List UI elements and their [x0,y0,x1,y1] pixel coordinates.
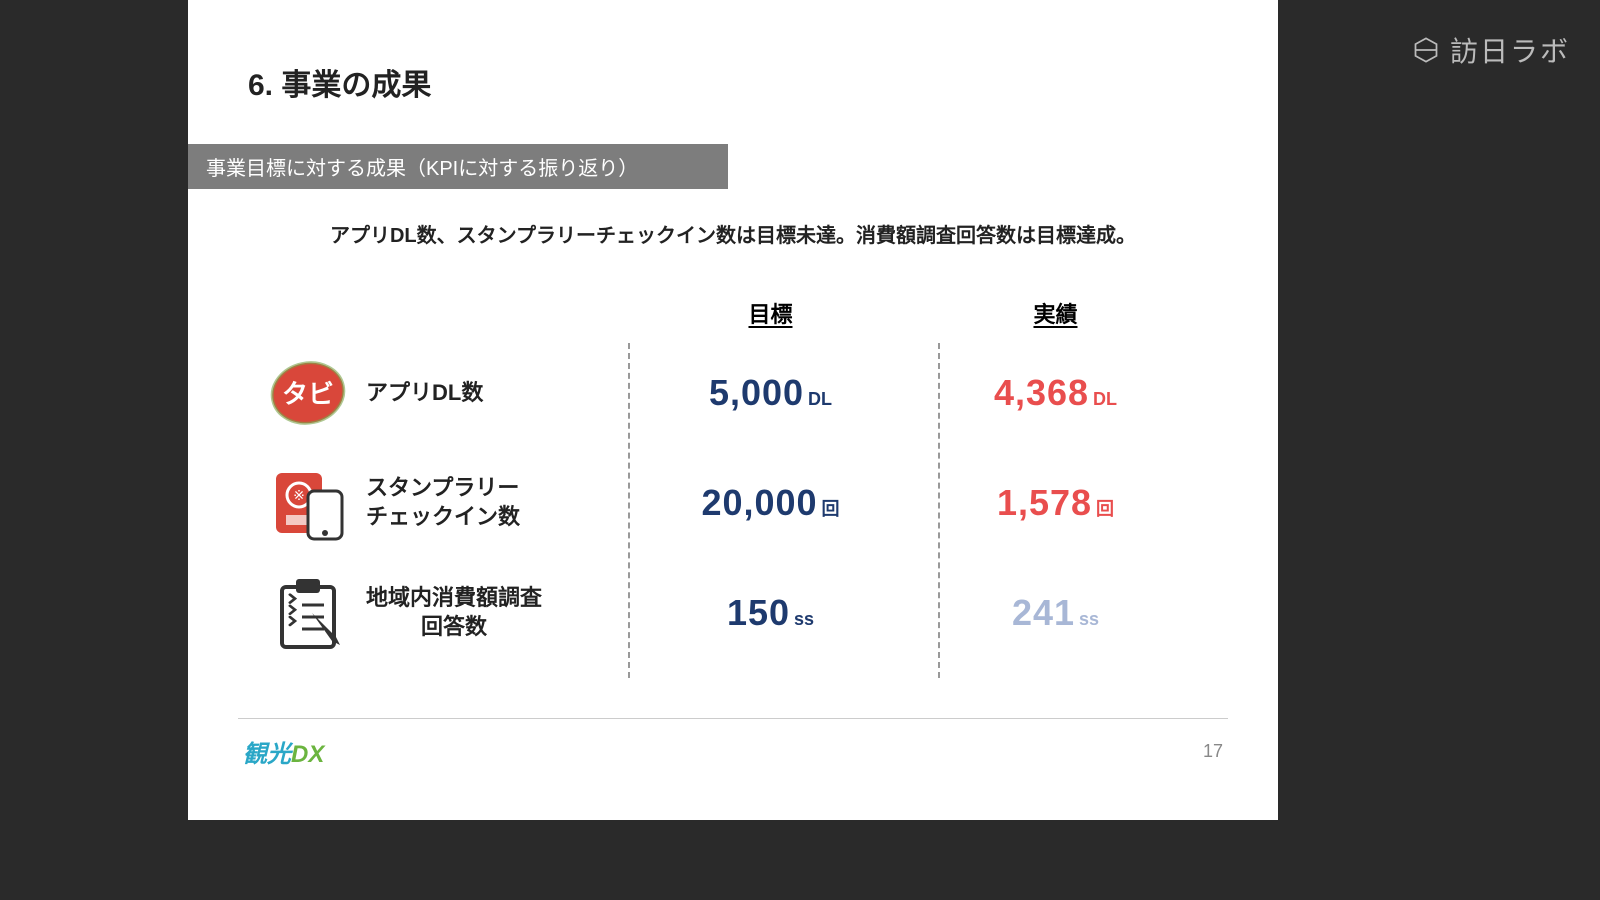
clipboard-icon [268,573,348,653]
kpi-table: 目標 実績 タビ アプリDL数 5,000DL 4,368DL [268,288,1198,668]
actual-value-0: 4,368 [994,372,1089,413]
actual-unit-1: 回 [1096,499,1114,519]
target-value-0: 5,000 [709,372,804,413]
footer: 観光DX 17 [238,719,1228,769]
target-value-2: 150 [727,592,790,633]
watermark: 訪日ラボ [1412,30,1570,70]
slide-title: 6. 事業の成果 [248,60,1228,104]
target-unit-2: ss [794,609,814,629]
logo-kanji: 観光 [243,741,291,768]
actual-cell-0: 4,368DL [913,372,1198,414]
divider-2 [938,343,940,678]
logo-dx: DX [291,741,324,768]
subtitle-bar: 事業目標に対する成果（KPIに対する振り返り） [188,144,728,189]
header-target: 目標 [628,297,913,329]
divider-1 [628,343,630,678]
slide-container: 6. 事業の成果 事業目標に対する成果（KPIに対する振り返り） アプリDL数、… [188,0,1278,820]
app-logo-icon: タビ [268,353,348,433]
target-unit-0: DL [808,389,832,409]
target-cell-0: 5,000DL [628,372,913,414]
svg-text:※: ※ [293,487,305,503]
actual-value-2: 241 [1012,592,1075,633]
target-cell-1: 20,000回 [628,482,913,524]
page-number: 17 [1203,741,1223,762]
header-actual: 実績 [913,297,1198,329]
row-label-text-1: スタンプラリー チェックイン数 [366,474,520,531]
actual-value-1: 1,578 [997,482,1092,523]
stamp-rally-icon: ※ [268,463,348,543]
row-label-2: 地域内消費額調査 回答数 [268,573,628,653]
actual-cell-2: 241ss [913,592,1198,634]
actual-unit-0: DL [1093,389,1117,409]
hexagon-icon [1412,36,1440,64]
row-label-1: ※ スタンプラリー チェックイン数 [268,463,628,543]
actual-unit-2: ss [1079,609,1099,629]
actual-cell-1: 1,578回 [913,482,1198,524]
target-value-1: 20,000 [701,482,817,523]
row-label-text-2: 地域内消費額調査 回答数 [366,584,542,641]
footer-logo: 観光DX [243,734,324,769]
target-unit-1: 回 [822,499,840,519]
svg-text:タビ: タビ [282,379,334,409]
row-label-0: タビ アプリDL数 [268,353,628,433]
summary-text: アプリDL数、スタンプラリーチェックイン数は目標未達。消費額調査回答数は目標達成… [238,219,1228,248]
row-label-text-0: アプリDL数 [366,379,483,408]
target-cell-2: 150ss [628,592,913,634]
watermark-text: 訪日ラボ [1450,30,1570,70]
